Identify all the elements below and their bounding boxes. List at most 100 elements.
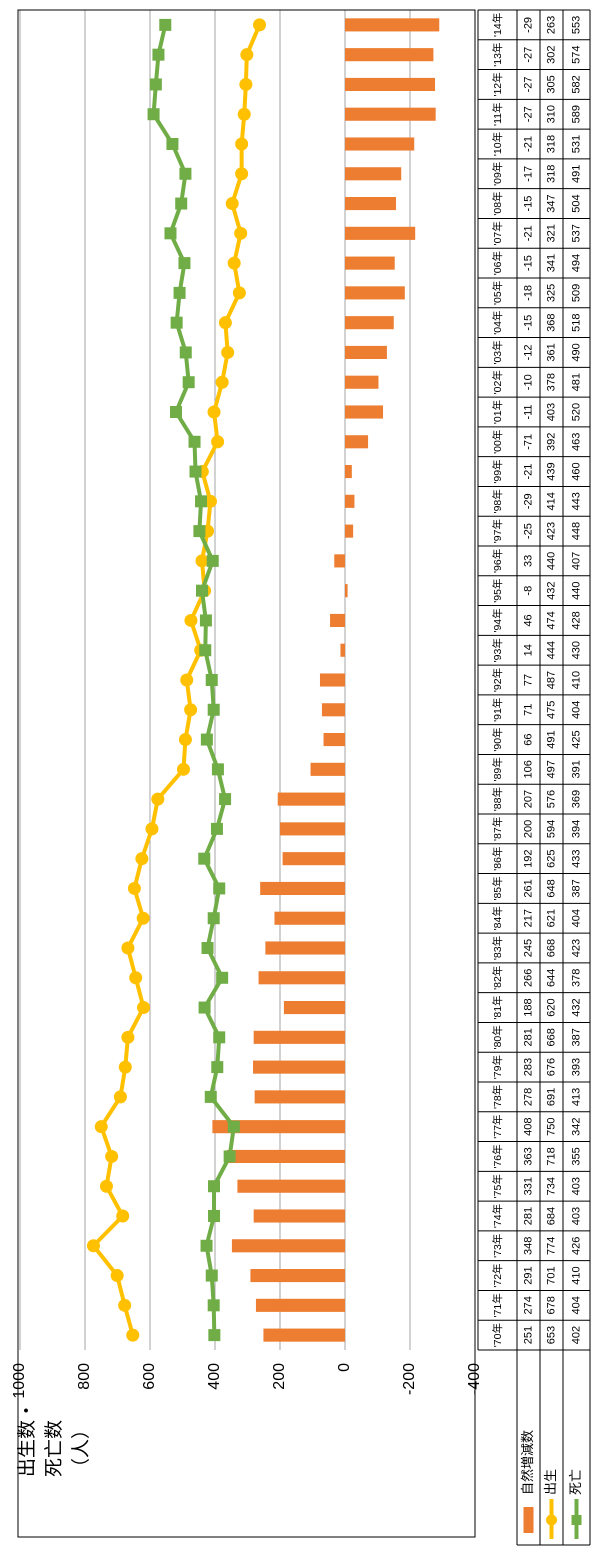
table-value: 414 [545, 492, 557, 510]
table-value: 369 [570, 790, 582, 808]
bar [345, 405, 384, 419]
table-value: -18 [522, 285, 534, 301]
table-value: 428 [570, 611, 582, 629]
table-value: 576 [545, 790, 557, 808]
line-marker [211, 435, 225, 449]
x-tick-label: '80年 [491, 1025, 504, 1049]
table-value: 263 [545, 16, 557, 34]
table-value: 668 [545, 1028, 557, 1046]
y-tick-label: -200 [401, 1363, 418, 1395]
table-value: 318 [545, 135, 557, 153]
y-tick-label: 1000 [11, 1363, 28, 1399]
table-value: 676 [545, 1058, 557, 1076]
bar [253, 1060, 345, 1074]
table-value: -15 [522, 255, 534, 271]
bar [345, 465, 352, 479]
line-marker [193, 525, 206, 538]
table-value: 217 [522, 909, 534, 927]
table-value: 430 [570, 641, 582, 659]
table-value: 200 [522, 820, 534, 838]
x-tick-label: '90年 [491, 727, 504, 751]
plot-border [17, 9, 476, 1538]
line-marker [170, 406, 182, 418]
x-tick-label: '78年 [491, 1085, 504, 1109]
bar [212, 1120, 345, 1134]
bar [260, 881, 345, 895]
line-marker [105, 1149, 119, 1163]
table-value: 487 [545, 671, 557, 689]
line-marker [208, 1329, 221, 1342]
bar [345, 48, 434, 62]
line-marker [173, 286, 186, 299]
x-tick-label: '87年 [491, 817, 504, 841]
line-marker [188, 435, 201, 448]
table-value: 305 [545, 75, 557, 93]
table-value: 341 [545, 254, 557, 272]
table-value: 518 [570, 313, 582, 331]
table-value: -27 [522, 106, 534, 122]
bar [345, 18, 440, 32]
bar [345, 524, 354, 538]
table-value: 33 [522, 555, 534, 567]
table-value: 520 [570, 403, 582, 421]
table-value: 361 [545, 343, 557, 361]
table-value: 355 [570, 1147, 582, 1165]
table-value: 504 [570, 194, 582, 212]
table-value: 378 [570, 969, 582, 987]
table-value: 648 [545, 879, 557, 897]
table-value: -15 [522, 196, 534, 212]
table-value: 325 [545, 284, 557, 302]
line-marker [189, 465, 202, 478]
line-marker [227, 256, 241, 270]
table-value: 460 [570, 462, 582, 480]
line-marker [166, 138, 179, 150]
table-value: 432 [545, 581, 557, 599]
line-marker [94, 1120, 108, 1134]
line-marker [147, 108, 160, 121]
table-value: 188 [522, 998, 534, 1016]
line-marker [116, 1209, 130, 1223]
table-value: 433 [570, 849, 582, 867]
line-marker [110, 1269, 124, 1283]
line-marker [184, 703, 198, 717]
table-value: 393 [570, 1058, 582, 1076]
table-value: 318 [545, 165, 557, 183]
line-marker [239, 77, 253, 91]
x-tick-label: '02年 [491, 370, 504, 394]
table-value: 77 [522, 674, 534, 686]
table-value: 475 [545, 701, 557, 719]
table-value: 718 [545, 1147, 557, 1165]
table-value: 625 [545, 849, 557, 867]
line-marker [219, 793, 232, 806]
x-tick-label: '72年 [491, 1263, 504, 1287]
x-tick-label: '77年 [491, 1115, 504, 1139]
table-value: -11 [522, 404, 534, 419]
bar [319, 673, 346, 687]
table-value: 207 [522, 790, 534, 808]
bar [237, 1179, 345, 1193]
line-marker [218, 316, 232, 330]
table-value: 387 [570, 1028, 582, 1046]
table-value: -12 [522, 344, 534, 360]
table-value: 245 [522, 939, 534, 957]
table-value: -71 [522, 434, 534, 450]
line-marker [149, 78, 162, 91]
x-tick-label: '88年 [491, 787, 504, 811]
line [151, 24, 236, 1336]
y-tick-label: 800 [76, 1363, 93, 1390]
line-marker [179, 346, 192, 359]
bar [345, 494, 355, 508]
table-value: 392 [545, 433, 557, 451]
table-value: 589 [570, 105, 582, 123]
table-value: -17 [522, 166, 534, 182]
bar [345, 226, 416, 240]
bar [253, 1209, 345, 1223]
bar [255, 1298, 345, 1312]
x-tick-label: '99年 [491, 459, 504, 483]
bar [323, 733, 345, 747]
x-tick-label: '10年 [491, 132, 504, 156]
table-value: 331 [522, 1177, 534, 1195]
line-marker [170, 316, 183, 329]
x-tick-label: '04年 [491, 311, 504, 335]
bar [310, 762, 345, 776]
